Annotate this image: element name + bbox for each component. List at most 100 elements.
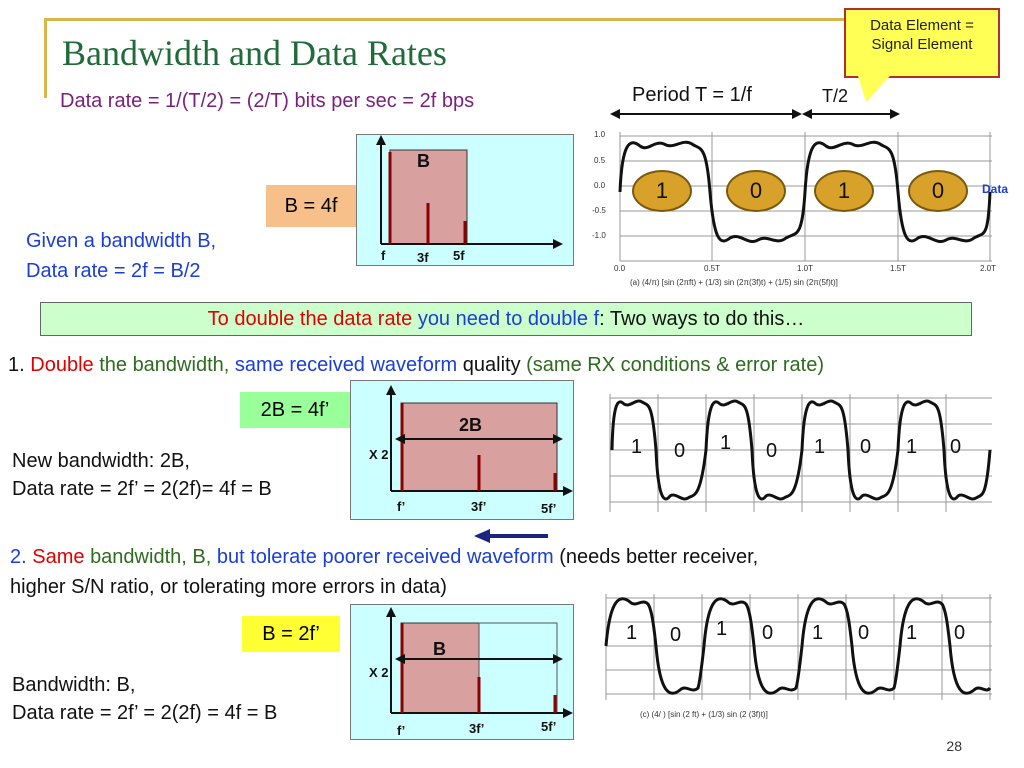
way1-line: 1. Double the bandwidth, same received w…: [8, 354, 824, 377]
mid-bit-6: 0: [860, 436, 872, 458]
top-spectrum-panel: B f 3f 5f: [356, 134, 574, 266]
mid-spectrum-panel: 2B X 2 f’ 3f’ 5f’: [350, 380, 574, 520]
bw-line2: Data rate = 2f’ = 2(2f) = 4f = B: [12, 702, 278, 724]
bit-circle-2: 0: [726, 170, 786, 212]
bot-bit-2: 0: [670, 624, 682, 646]
bot-bit-4: 0: [762, 622, 774, 644]
bottom-spectrum-panel: B X 2 f’ 3f’ 5f’: [350, 604, 574, 740]
bit-circle-1-text: 1: [655, 178, 669, 203]
way1-quality: quality: [462, 354, 521, 376]
top-f-label: f: [381, 248, 386, 263]
mid-bit-8: 0: [950, 436, 962, 458]
mid-band-label: 2B: [459, 415, 483, 435]
given-line1: Given a bandwidth B,: [26, 230, 217, 252]
period-arrows: [610, 109, 900, 119]
data-rate-line: Data rate = 1/(T/2) = (2/T) bits per sec…: [60, 90, 475, 112]
bot-bit-6: 0: [858, 622, 870, 644]
bot-bit-1: 1: [626, 622, 638, 644]
b-equals-4f: B = 4f: [266, 185, 356, 227]
top-ytick-2: 0.5: [594, 156, 606, 165]
way1-double: Double: [30, 354, 94, 376]
way2-num: 2.: [10, 546, 27, 568]
half-period-label: T/2: [822, 86, 849, 106]
bottom-waveform-plot: [604, 594, 992, 700]
bottom-5f-label: 5f’: [541, 719, 557, 734]
mid-bit-2: 0: [674, 440, 686, 462]
period-label: Period T = 1/f: [632, 84, 752, 106]
top-xtick-5: 2.0T: [980, 264, 997, 273]
bw-line1: Bandwidth: B,: [12, 674, 136, 696]
b-equals-2f-text: B = 2f’: [262, 623, 320, 645]
mid-bit-5: 1: [814, 436, 826, 458]
mid-5f-label: 5f’: [541, 501, 557, 516]
top-wave-caption: (a) (4/π) [sin (2πft) + (1/3) sin (2π(3f…: [630, 278, 838, 287]
top-xtick-1: 0.0: [614, 264, 626, 273]
top-ytick-4: -0.5: [592, 206, 606, 215]
mid-f-label: f’: [397, 499, 406, 514]
top-ytick-3: 0.0: [594, 181, 606, 190]
mid-spectrum-plot: [386, 385, 573, 496]
bottom-spectrum-plot: [386, 607, 573, 718]
bottom-3f-label: 3f’: [469, 721, 485, 736]
bot-bit-8: 0: [954, 622, 966, 644]
way2-line2: higher S/N ratio, or tolerating more err…: [10, 576, 447, 598]
mid-bit-7: 1: [906, 436, 918, 458]
mid-3f-label: 3f’: [471, 499, 487, 514]
new-bw-line2: Data rate = 2f’ = 2(2f)= 4f = B: [12, 478, 272, 500]
way1-same-waveform: same received waveform: [234, 354, 458, 376]
banner-part3: : Two ways to do this…: [599, 308, 805, 330]
banner-part2: you need to double f: [417, 308, 600, 330]
way1-num: 1.: [8, 354, 25, 376]
top-band-label: B: [417, 151, 430, 171]
left-arrow: [474, 529, 548, 543]
two-b-equals-text: 2B = 4f’: [260, 399, 330, 421]
way2-tolerate: but tolerate poorer received waveform: [216, 546, 554, 568]
callout-box: Data Element = Signal Element: [844, 8, 1000, 78]
callout-line1: Data Element =: [870, 17, 974, 34]
way2-receiver: (needs better receiver,: [559, 546, 759, 568]
bit-circle-2-text: 0: [749, 178, 763, 203]
page-number: 28: [946, 738, 962, 754]
slide-title: Bandwidth and Data Rates: [62, 33, 447, 73]
bit-circle-1: 1: [632, 170, 692, 212]
bottom-x2-label: X 2: [369, 665, 389, 680]
top-3f-label: 3f: [417, 250, 429, 265]
callout-tail: [858, 76, 890, 102]
way2-line1: 2. Same bandwidth, B, but tolerate poore…: [10, 546, 758, 569]
top-xtick-4: 1.5T: [890, 264, 907, 273]
two-b-equals: 2B = 4f’: [240, 392, 350, 428]
top-xtick-3: 1.0T: [797, 264, 814, 273]
bit-circle-3: 1: [814, 170, 874, 212]
top-spectrum-plot: [376, 135, 563, 249]
bit-circle-4: 0: [908, 170, 968, 212]
bottom-band-label: B: [433, 639, 446, 659]
way1-conditions: (same RX conditions & error rate): [526, 354, 825, 376]
mid-waveform-plot: [609, 394, 992, 512]
mid-bit-3: 1: [720, 432, 732, 454]
mid-bit-4: 0: [766, 440, 778, 462]
new-bw-line1: New bandwidth: 2B,: [12, 450, 190, 472]
way2-bandwidth: bandwidth, B,: [90, 546, 212, 568]
callout-line2: Signal Element: [871, 36, 973, 53]
mid-x2-label: X 2: [369, 447, 389, 462]
mid-bit-1: 1: [631, 436, 643, 458]
bot-bit-7: 1: [906, 622, 918, 644]
double-rate-banner: To double the data rate you need to doub…: [40, 302, 972, 336]
data-label: Data: [982, 182, 1009, 196]
bit-circle-4-text: 0: [931, 178, 945, 203]
way2-same: Same: [32, 546, 85, 568]
bit-circle-3-text: 1: [837, 178, 851, 203]
bottom-f-label: f’: [397, 723, 406, 738]
top-ytick-1: 1.0: [594, 130, 606, 139]
b-equals-2f: B = 2f’: [242, 616, 340, 652]
b-equals-4f-text: B = 4f: [284, 195, 338, 217]
way1-bandwidth: the bandwidth,: [99, 354, 230, 376]
top-xtick-2: 0.5T: [704, 264, 721, 273]
top-5f-label: 5f: [453, 248, 465, 263]
bot-bit-5: 1: [812, 622, 824, 644]
bot-bit-3: 1: [716, 618, 728, 640]
banner-part1: To double the data rate: [207, 308, 413, 330]
title-frame-top: [44, 18, 844, 21]
title-frame-left: [44, 18, 47, 98]
given-line2: Data rate = 2f = B/2: [26, 260, 201, 282]
